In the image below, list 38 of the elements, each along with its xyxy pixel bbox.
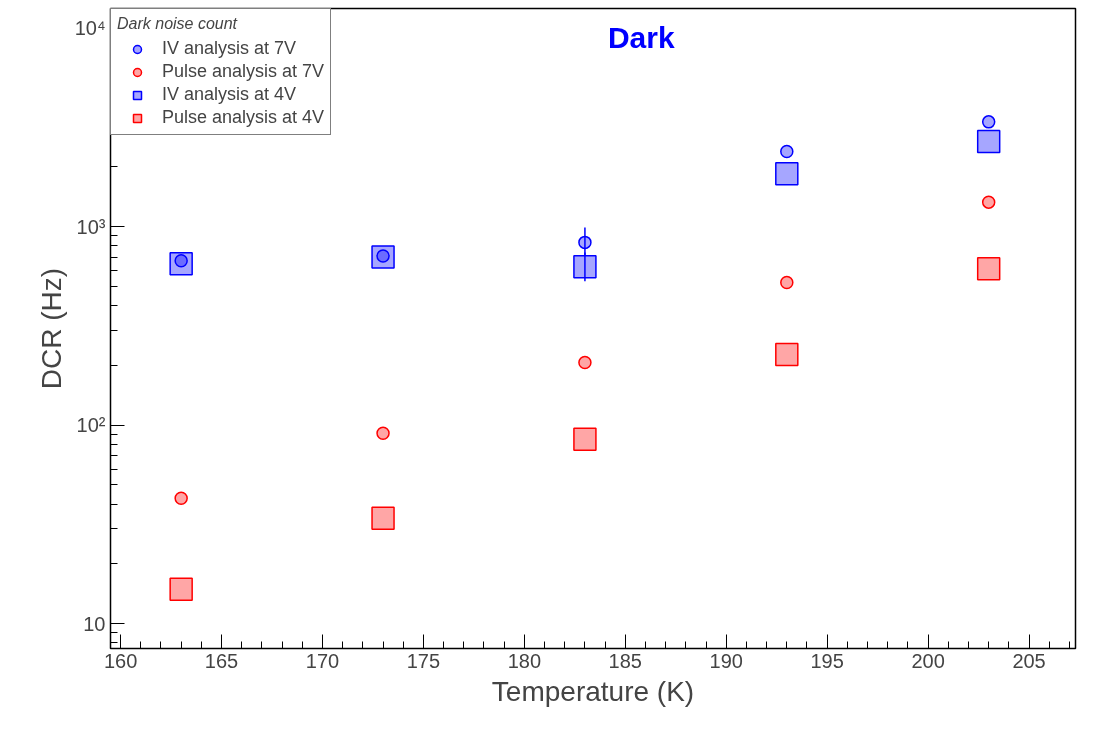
y-axis-title: DCR (Hz): [35, 267, 67, 390]
x-tick-label: 185: [608, 649, 642, 672]
y-tick-label: 10³: [76, 215, 106, 238]
x-tick-label: 200: [911, 649, 945, 672]
point: [573, 427, 597, 451]
x-axis-title: Temperature (K): [491, 675, 695, 707]
legend-label: IV analysis at 7V: [162, 38, 297, 59]
x-tick-label: 205: [1012, 649, 1046, 672]
point: [775, 162, 799, 186]
point: [573, 254, 597, 279]
point: [976, 256, 1001, 281]
legend-label: Pulse analysis at 4V: [162, 107, 325, 128]
y-tick-label: 10²: [76, 414, 106, 437]
point: [371, 506, 395, 530]
x-tick-label: 190: [709, 649, 743, 672]
x-tick-label: 175: [406, 649, 441, 672]
point: [376, 426, 390, 441]
point: [976, 129, 1001, 154]
x-tick-label: 180: [507, 649, 542, 672]
point: [981, 115, 996, 129]
legend-title: Dark noise count: [117, 15, 239, 33]
y-tick-label: 10: [83, 612, 106, 635]
x-tick-label: 170: [305, 649, 340, 672]
x-tick-label: 160: [103, 649, 138, 672]
point: [981, 195, 996, 209]
legend-label: Pulse analysis at 7V: [162, 61, 325, 82]
point: [780, 144, 794, 159]
x-tick-label: 165: [204, 649, 239, 672]
x-tick-label: 195: [810, 649, 844, 672]
point: [174, 491, 188, 506]
point: [578, 355, 592, 370]
point: [775, 342, 799, 367]
point: [780, 275, 794, 290]
point: [578, 235, 592, 250]
legend-label: IV analysis at 4V: [162, 84, 297, 105]
y-tick-label: 10⁴: [74, 17, 106, 40]
chart-title: Dark: [607, 20, 675, 54]
point: [169, 577, 193, 602]
